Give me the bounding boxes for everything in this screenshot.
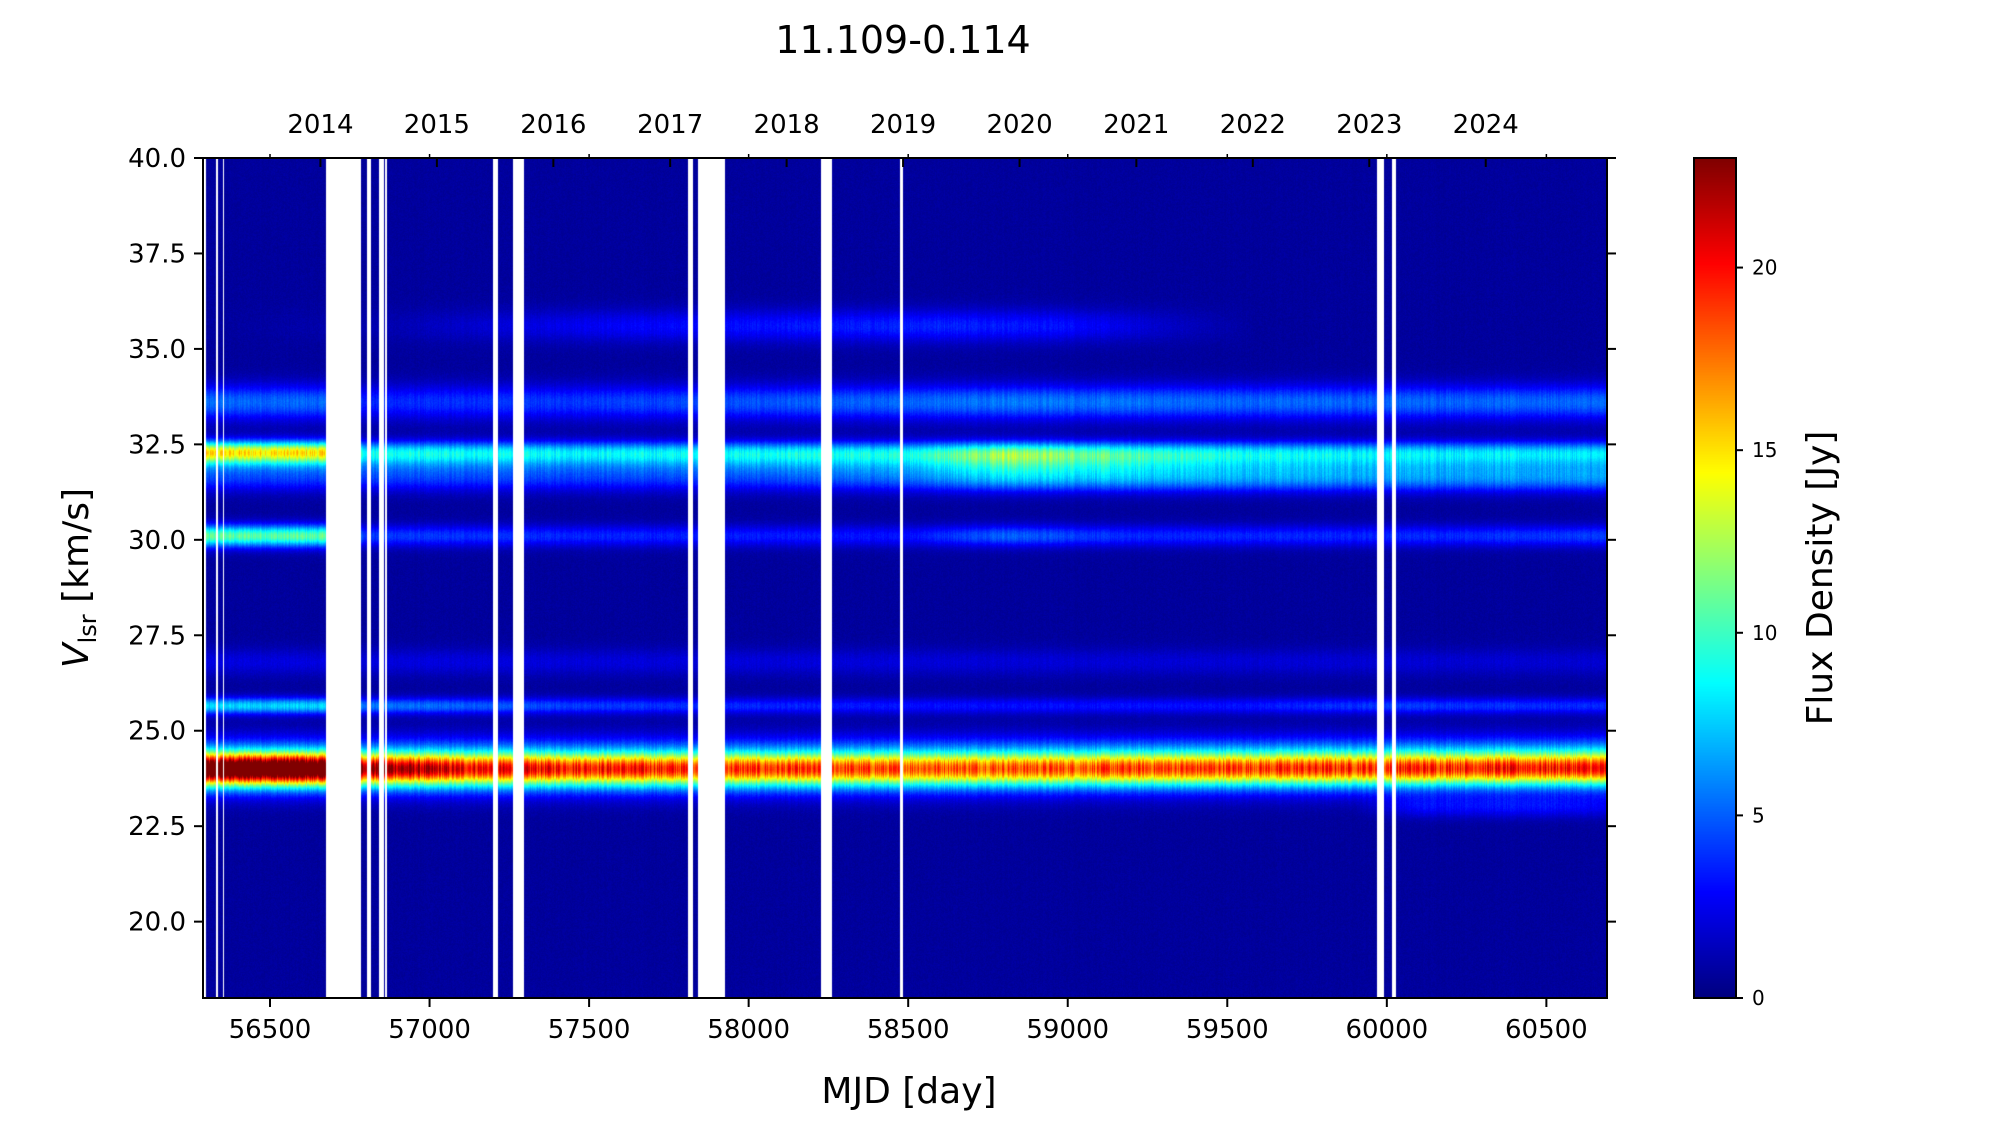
year-tick-label: 2014 xyxy=(287,110,353,140)
y-tick-label: 35.0 xyxy=(128,335,186,365)
heatmap-image xyxy=(203,158,1607,998)
plot-area xyxy=(202,157,1608,999)
x-tick-label: 58500 xyxy=(867,1015,950,1045)
year-tick-label: 2023 xyxy=(1336,110,1402,140)
y-tick-label: 37.5 xyxy=(128,239,186,269)
year-tick-label: 2021 xyxy=(1103,110,1169,140)
colorbar-gradient xyxy=(1694,158,1736,998)
y-tick-label: 30.0 xyxy=(128,526,186,556)
colorbar-tick-label: 5 xyxy=(1752,803,1765,827)
colorbar-label: Flux Density [Jy] xyxy=(1800,431,1841,726)
y-tick-label: 40.0 xyxy=(128,144,186,174)
year-tick-label: 2019 xyxy=(870,110,936,140)
x-axis: 56500 57000 57500 58000 58500 59000 59500 60000… xyxy=(229,154,1588,1045)
year-tick-label: 2020 xyxy=(986,110,1052,140)
x-axis-label: MJD [day] xyxy=(821,1071,996,1112)
y-tick-label: 27.5 xyxy=(128,621,186,651)
y-tick-label: 20.0 xyxy=(128,908,186,938)
year-tick-label: 2015 xyxy=(404,110,470,140)
colorbar-tick-label: 15 xyxy=(1752,438,1777,462)
y-tick-label: 22.5 xyxy=(128,812,186,842)
year-tick-label: 2018 xyxy=(754,110,820,140)
x-tick-label: 58000 xyxy=(707,1015,790,1045)
y-tick-label: 32.5 xyxy=(128,430,186,460)
colorbar-tick-label: 0 xyxy=(1752,986,1765,1010)
x-tick-label: 56500 xyxy=(229,1015,312,1045)
colorbar-frame xyxy=(1693,157,1737,999)
year-tick-label: 2017 xyxy=(637,110,703,140)
x-tick-label: 57000 xyxy=(388,1015,471,1045)
colorbar-tick-label: 20 xyxy=(1752,256,1777,280)
chart-title: 11.109-0.114 xyxy=(775,18,1030,62)
y-axis-label-subscript: lsr xyxy=(74,614,102,643)
colorbar-tick-label: 10 xyxy=(1752,621,1777,645)
x-tick-label: 57500 xyxy=(548,1015,631,1045)
year-tick-label: 2022 xyxy=(1220,110,1286,140)
x-tick-label: 59500 xyxy=(1186,1015,1269,1045)
y-axis: 20.0 22.5 25.0 27.5 30.0 32.5 35.0 37.5 40.0 xyxy=(128,144,1616,938)
year-tick-label: 2024 xyxy=(1453,110,1519,140)
y-axis-label: Vlsr [km/s] xyxy=(56,488,102,668)
x-tick-label: 60000 xyxy=(1345,1015,1428,1045)
year-tick-label: 2016 xyxy=(520,110,586,140)
year-axis: 2014 2015 2016 2017 2018 2019 2020 2021 2022 2023… xyxy=(287,110,1519,167)
x-tick-label: 60500 xyxy=(1505,1015,1588,1045)
y-axis-label-rest: [km/s] xyxy=(56,488,97,614)
plot-frame xyxy=(202,157,1608,999)
y-axis-label-main: V xyxy=(56,641,97,668)
colorbar-axis: 0 5 10 15 20 xyxy=(1736,256,1777,1010)
colorbar: 0 5 10 15 20 xyxy=(1693,157,1777,1010)
y-tick-label: 25.0 xyxy=(128,717,186,747)
x-tick-label: 59000 xyxy=(1026,1015,1109,1045)
